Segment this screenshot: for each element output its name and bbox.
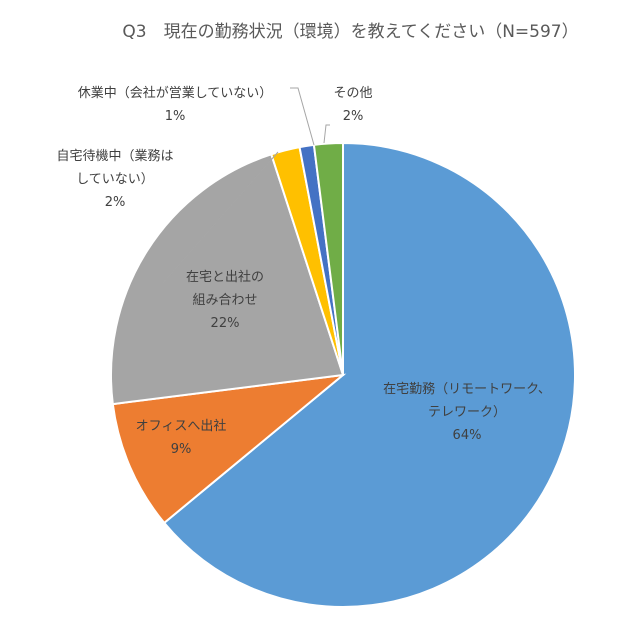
slice-combination (110, 153, 345, 406)
chart-title: Q3 現在の勤務状況（環境）を教えてください（N=597） (122, 22, 579, 42)
label-office: オフィスへ出社 9% (135, 419, 227, 457)
label-zaitaku: 在宅勤務（リモートワーク、 テレワーク） 64% (383, 382, 551, 443)
slice-zaitaku (162, 141, 576, 608)
leader-line-kyugyo (290, 87, 315, 146)
label-combination: 在宅と出社の 組み合わせ 22% (185, 270, 264, 331)
leader-line-sonota (323, 124, 330, 144)
leader-line-jitaku (162, 151, 279, 284)
label-jitaku: 自宅待機中（業務は していない） 2% (56, 149, 174, 210)
slice-office (111, 373, 347, 525)
label-sonota: その他 2% (333, 86, 373, 124)
label-kyugyo: 休業中（会社が営業していない） 1% (77, 86, 273, 124)
